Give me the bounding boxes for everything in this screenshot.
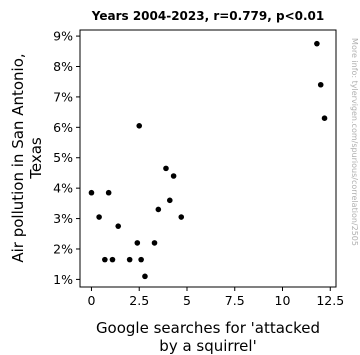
data-point (134, 240, 141, 246)
data-point (115, 223, 122, 229)
data-point (166, 197, 173, 204)
data-point (88, 189, 95, 196)
data-point (178, 214, 185, 220)
data-point (138, 256, 144, 263)
y-axis-label: Air pollution in San Antonio, Texas (9, 53, 45, 262)
data-point (142, 273, 148, 280)
data-point (317, 81, 324, 88)
y-tick-label: 2% (53, 241, 73, 256)
data-point (314, 40, 320, 47)
data-point (321, 115, 328, 122)
watermark-text: More info: tylervigen.com/spurious/corre… (350, 38, 359, 246)
y-axis-label-line-1: Air pollution in San Antonio, (9, 53, 27, 262)
x-tick-label: 2.5 (129, 293, 149, 308)
y-tick-label: 1% (53, 272, 73, 287)
chart-title: Years 2004-2023, r=0.779, p<0.01 (91, 9, 325, 23)
x-tick-label: 0 (87, 293, 95, 308)
x-tick-label: 12.5 (316, 293, 344, 308)
data-point (102, 256, 108, 263)
y-tick-label: 3% (53, 211, 73, 226)
watermark: More info: tylervigen.com/spurious/corre… (350, 38, 359, 246)
y-tick-label: 5% (53, 150, 73, 165)
y-tick-label: 4% (53, 181, 73, 196)
data-point (155, 206, 162, 213)
data-point (109, 256, 116, 263)
x-tick-label: 10 (275, 293, 291, 308)
data-point (151, 240, 158, 246)
data-point (126, 256, 133, 263)
y-axis-ticks: 1% 2% 3% 4% 5% 6% 7% 8% 9% (53, 29, 80, 287)
data-point (163, 165, 169, 172)
x-tick-label: 7.5 (225, 293, 245, 308)
y-tick-label: 8% (53, 59, 73, 74)
data-points (88, 40, 328, 280)
y-axis-label-line-2: Texas (27, 137, 45, 180)
data-point (170, 173, 177, 179)
y-tick-label: 9% (53, 29, 73, 44)
data-point (105, 189, 112, 196)
y-tick-label: 6% (53, 120, 73, 135)
x-tick-label: 5 (183, 293, 191, 308)
y-tick-label: 7% (53, 89, 73, 104)
x-axis-ticks: 0 2.5 5 7.5 10 12.5 (87, 287, 344, 308)
data-point (96, 214, 102, 220)
data-point (136, 123, 143, 129)
x-axis-label-line-1: Google searches for 'attacked (96, 319, 320, 337)
x-axis-label-line-2: by a squirrel' (159, 337, 256, 355)
plot-frame (79, 29, 337, 288)
